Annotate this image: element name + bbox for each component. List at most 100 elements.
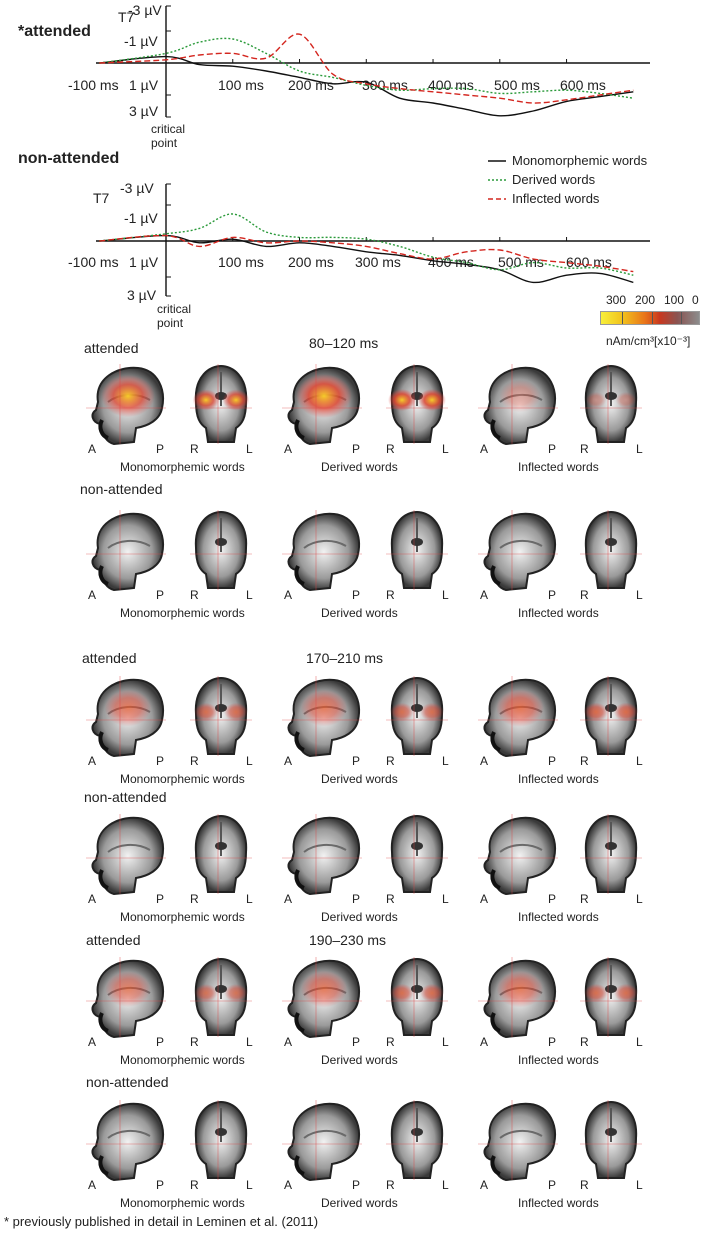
view-label-left: L	[442, 754, 449, 768]
view-label-right: R	[580, 754, 589, 768]
xtick: 300 ms	[362, 77, 408, 93]
view-label-right: R	[580, 588, 589, 602]
view-label-posterior: P	[548, 588, 557, 602]
view-label-posterior: P	[548, 892, 557, 906]
ytick: 1 µV	[129, 77, 159, 93]
colorbar	[600, 311, 700, 325]
time-window-label: 190–230 ms	[309, 932, 387, 948]
word-type-caption: Monomorphemic words	[120, 1196, 245, 1210]
view-label-anterior: A	[284, 892, 293, 906]
view-label-right: R	[386, 754, 395, 768]
colorbar-tickmark	[681, 312, 682, 324]
critical-point-label: critical point	[157, 302, 192, 330]
view-label-left: L	[636, 442, 643, 456]
view-label-left: L	[636, 754, 643, 768]
view-label-right: R	[190, 892, 199, 906]
view-label-right: R	[190, 442, 199, 456]
ytick: -3 µV	[128, 2, 162, 18]
colorbar-tick: 300	[606, 293, 627, 307]
view-label-left: L	[636, 892, 643, 906]
time-window-label: 80–120 ms	[309, 335, 379, 351]
footnote: * previously published in detail in Lemi…	[4, 1214, 319, 1229]
view-label-anterior: A	[88, 892, 97, 906]
word-type-caption: Inflected words	[518, 1196, 599, 1210]
series-line-1	[99, 213, 634, 276]
view-label-posterior: P	[352, 892, 361, 906]
row-label: attended	[86, 932, 141, 948]
view-label-posterior: P	[352, 754, 361, 768]
series-line-1	[99, 37, 634, 99]
word-type-caption: Derived words	[321, 772, 398, 786]
view-label-right: R	[580, 892, 589, 906]
view-label-right: R	[190, 754, 199, 768]
word-type-caption: Derived words	[321, 910, 398, 924]
xtick: 500 ms	[494, 77, 540, 93]
channel-label: T7	[118, 9, 135, 25]
view-label-anterior: A	[480, 1178, 489, 1192]
view-label-left: L	[246, 1035, 253, 1049]
ytick: -1 µV	[124, 210, 158, 226]
word-type-caption: Derived words	[321, 1196, 398, 1210]
panel-title-attended: *attended	[18, 23, 91, 40]
view-label-anterior: A	[480, 1035, 489, 1049]
view-label-anterior: A	[284, 588, 293, 602]
xtick: 200 ms	[288, 254, 334, 270]
view-label-posterior: P	[352, 1035, 361, 1049]
xtick: 300 ms	[355, 254, 401, 270]
word-type-caption: Monomorphemic words	[120, 460, 245, 474]
colorbar-tickmark	[622, 312, 623, 324]
view-label-anterior: A	[88, 442, 97, 456]
word-type-caption: Derived words	[321, 460, 398, 474]
panel-title-non-attended: non-attended	[18, 150, 120, 167]
word-type-caption: Monomorphemic words	[120, 606, 245, 620]
view-label-posterior: P	[352, 442, 361, 456]
word-type-caption: Inflected words	[518, 1053, 599, 1067]
view-label-anterior: A	[284, 754, 293, 768]
view-label-right: R	[580, 442, 589, 456]
xtick: 100 ms	[218, 77, 264, 93]
xtick: 600 ms	[560, 77, 606, 93]
view-label-posterior: P	[156, 754, 165, 768]
row-label: non-attended	[80, 481, 163, 497]
view-label-anterior: A	[480, 892, 489, 906]
word-type-caption: Inflected words	[518, 910, 599, 924]
view-label-right: R	[190, 588, 199, 602]
view-label-left: L	[636, 1178, 643, 1192]
series-line-2	[99, 33, 634, 104]
view-label-left: L	[246, 442, 253, 456]
view-label-left: L	[442, 588, 449, 602]
xtick: 500 ms	[498, 254, 544, 270]
view-label-right: R	[580, 1035, 589, 1049]
word-type-caption: Inflected words	[518, 772, 599, 786]
view-label-left: L	[246, 754, 253, 768]
view-label-posterior: P	[548, 1035, 557, 1049]
view-label-left: L	[246, 892, 253, 906]
view-label-anterior: A	[284, 1035, 293, 1049]
word-type-caption: Inflected words	[518, 460, 599, 474]
erp-plots	[96, 5, 650, 297]
view-label-right: R	[386, 892, 395, 906]
view-label-right: R	[386, 1035, 395, 1049]
word-type-caption: Derived words	[321, 606, 398, 620]
view-label-right: R	[386, 588, 395, 602]
view-label-left: L	[636, 588, 643, 602]
colorbar-tick: 0	[692, 293, 699, 307]
view-label-anterior: A	[88, 754, 97, 768]
critical-point-label: critical point	[151, 122, 186, 150]
ytick: 1 µV	[129, 254, 159, 270]
word-type-caption: Inflected words	[518, 606, 599, 620]
view-label-anterior: A	[480, 754, 489, 768]
view-label-left: L	[442, 1035, 449, 1049]
view-label-anterior: A	[480, 588, 489, 602]
view-label-anterior: A	[480, 442, 489, 456]
view-label-right: R	[190, 1035, 199, 1049]
view-label-left: L	[442, 1178, 449, 1192]
colorbar-tickmark	[652, 312, 653, 324]
colorbar-unit: nAm/cm³[x10⁻³]	[606, 334, 691, 348]
ytick: 3 µV	[127, 287, 157, 303]
legend-label: Inflected words	[512, 191, 600, 206]
view-label-posterior: P	[156, 1178, 165, 1192]
view-label-anterior: A	[88, 1035, 97, 1049]
view-label-anterior: A	[88, 1178, 97, 1192]
word-type-caption: Monomorphemic words	[120, 910, 245, 924]
